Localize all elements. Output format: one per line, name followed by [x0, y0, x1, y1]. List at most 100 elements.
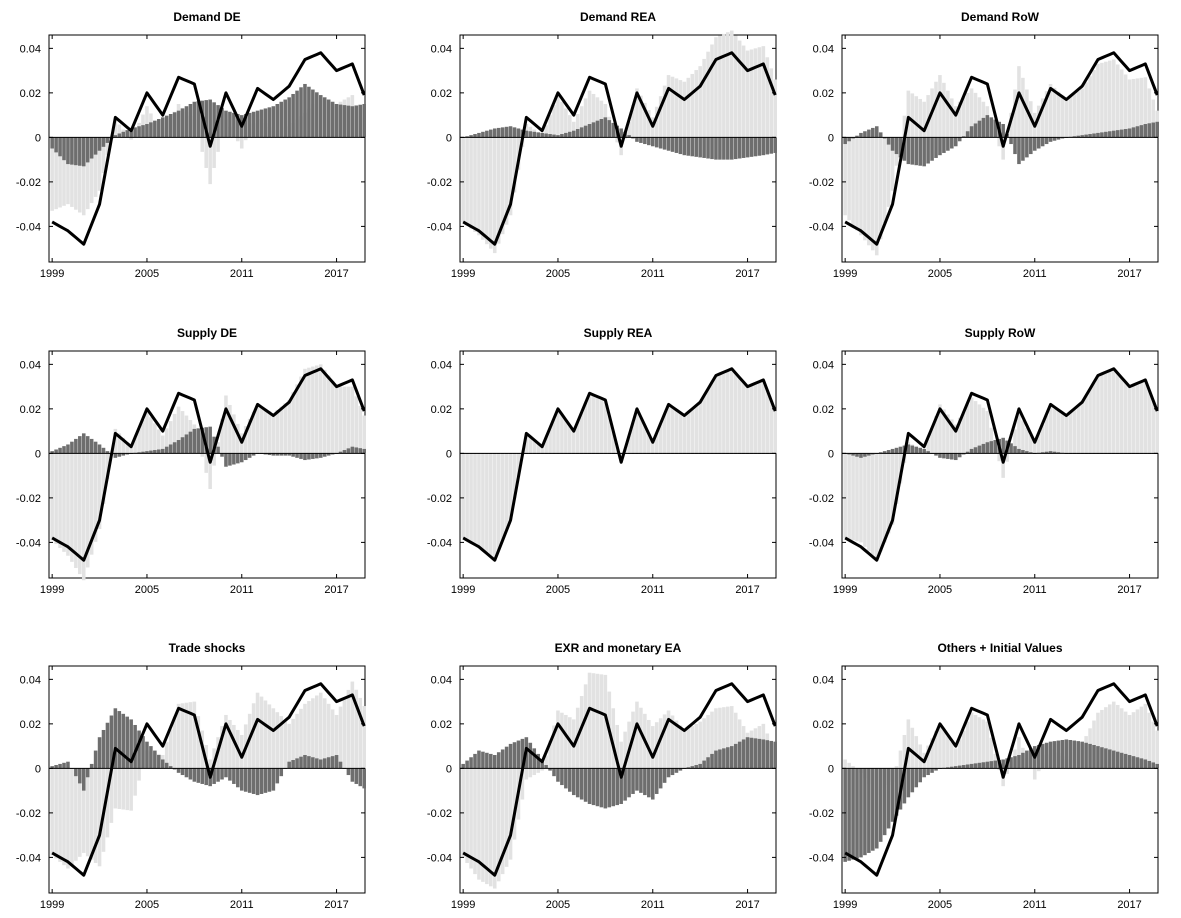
bar-shock: [180, 437, 185, 454]
bar-shock: [587, 768, 592, 804]
bar-other: [1127, 386, 1132, 454]
y-tick-label: 0.02: [813, 404, 834, 416]
x-tick-label: 1999: [40, 899, 64, 911]
x-tick-label: 2011: [1023, 584, 1047, 596]
bar-shock: [287, 97, 291, 138]
bar-other: [540, 768, 544, 771]
bar-other: [627, 721, 631, 769]
bar-other: [1017, 66, 1021, 138]
bar-other: [650, 442, 655, 454]
y-tick-label: -0.04: [16, 537, 41, 549]
bar-shock: [989, 441, 994, 454]
bar-shock: [58, 763, 62, 769]
bar-other: [66, 137, 70, 205]
bar-other: [843, 759, 847, 769]
bar-shock: [74, 768, 78, 777]
bar-shock: [591, 122, 596, 138]
actual-line: [844, 682, 1159, 877]
bar-other: [706, 714, 710, 769]
bar-other: [1048, 406, 1053, 454]
bar-shock: [1092, 745, 1096, 769]
bar-shock: [485, 130, 489, 138]
bar-other: [843, 453, 847, 538]
bar-shock: [520, 738, 525, 769]
bar-shock: [188, 431, 193, 454]
bar-other: [1001, 137, 1005, 160]
bar-other: [54, 453, 58, 545]
y-tick-label: 0.02: [813, 719, 834, 731]
bar-other: [1123, 382, 1128, 454]
bar-other: [465, 137, 469, 226]
bar-other: [1068, 412, 1073, 454]
bar-other: [769, 68, 774, 138]
bar-other: [973, 401, 978, 454]
bar-other: [686, 728, 691, 769]
subplot-title: Supply RoW: [965, 326, 1036, 340]
bar-other: [251, 703, 256, 769]
bar-shock: [492, 755, 497, 769]
bar-shock: [914, 768, 919, 788]
bar-other: [934, 81, 938, 138]
bar-shock: [283, 453, 287, 456]
bar-shock: [603, 768, 608, 809]
bar-other: [847, 762, 851, 769]
bar-shock: [137, 730, 141, 769]
bar-shock: [303, 453, 307, 461]
bar-other: [322, 369, 327, 454]
bar-other: [263, 408, 268, 454]
bar-other: [500, 453, 505, 541]
bar-other: [105, 768, 110, 838]
bar-other: [544, 437, 548, 454]
bar-other: [898, 750, 903, 769]
bar-other: [481, 137, 485, 240]
bar-other: [702, 395, 706, 454]
bar-other: [678, 80, 683, 138]
bar-other: [859, 137, 863, 236]
bar-shock: [871, 768, 875, 851]
bar-shock: [619, 128, 623, 138]
bar-shock: [180, 768, 185, 776]
bar-other: [587, 672, 592, 769]
bar-shock: [311, 89, 315, 138]
bar-other: [1096, 375, 1100, 454]
bar-shock: [133, 127, 137, 138]
bar-other: [847, 453, 851, 540]
bar-shock: [243, 768, 248, 792]
bar-other: [1036, 105, 1041, 138]
bar-other: [674, 720, 679, 769]
y-tick-label: 0: [828, 763, 834, 775]
bar-other: [105, 137, 110, 156]
subplot-6: Trade shocks 0.04 0.02 0 -0.02 -0.04 1999 2005 2…: [16, 641, 366, 911]
bar-shock: [267, 107, 272, 138]
bar-shock: [137, 452, 141, 454]
bar-shock: [607, 120, 612, 138]
bar-shock: [516, 740, 521, 769]
subplot-title: Trade shocks: [169, 641, 246, 655]
bar-shock: [863, 768, 867, 856]
bar-other: [560, 414, 564, 454]
bar-shock: [251, 111, 256, 138]
bar-shock: [678, 768, 683, 771]
bar-other: [70, 453, 74, 562]
bar-other: [303, 703, 307, 769]
bar-shock: [326, 99, 331, 138]
bar-other: [1092, 720, 1096, 769]
bar-other: [279, 406, 284, 454]
actual-line: [51, 367, 366, 562]
bar-shock: [81, 768, 86, 791]
bar-shock: [993, 440, 998, 454]
bar-other: [469, 768, 473, 869]
bar-other: [635, 701, 639, 769]
x-tick-label: 2017: [735, 899, 759, 911]
bar-shock: [568, 768, 572, 792]
actual-line: [844, 51, 1159, 246]
bar-shock: [303, 83, 307, 138]
bar-shock: [1119, 752, 1124, 769]
bar-other: [658, 718, 663, 769]
bar-shock: [906, 137, 911, 165]
y-tick-label: 0.04: [431, 674, 452, 686]
x-tick-label: 1999: [451, 584, 475, 596]
bar-shock: [228, 768, 232, 781]
bar-other: [275, 409, 280, 454]
bar-other: [552, 725, 556, 769]
